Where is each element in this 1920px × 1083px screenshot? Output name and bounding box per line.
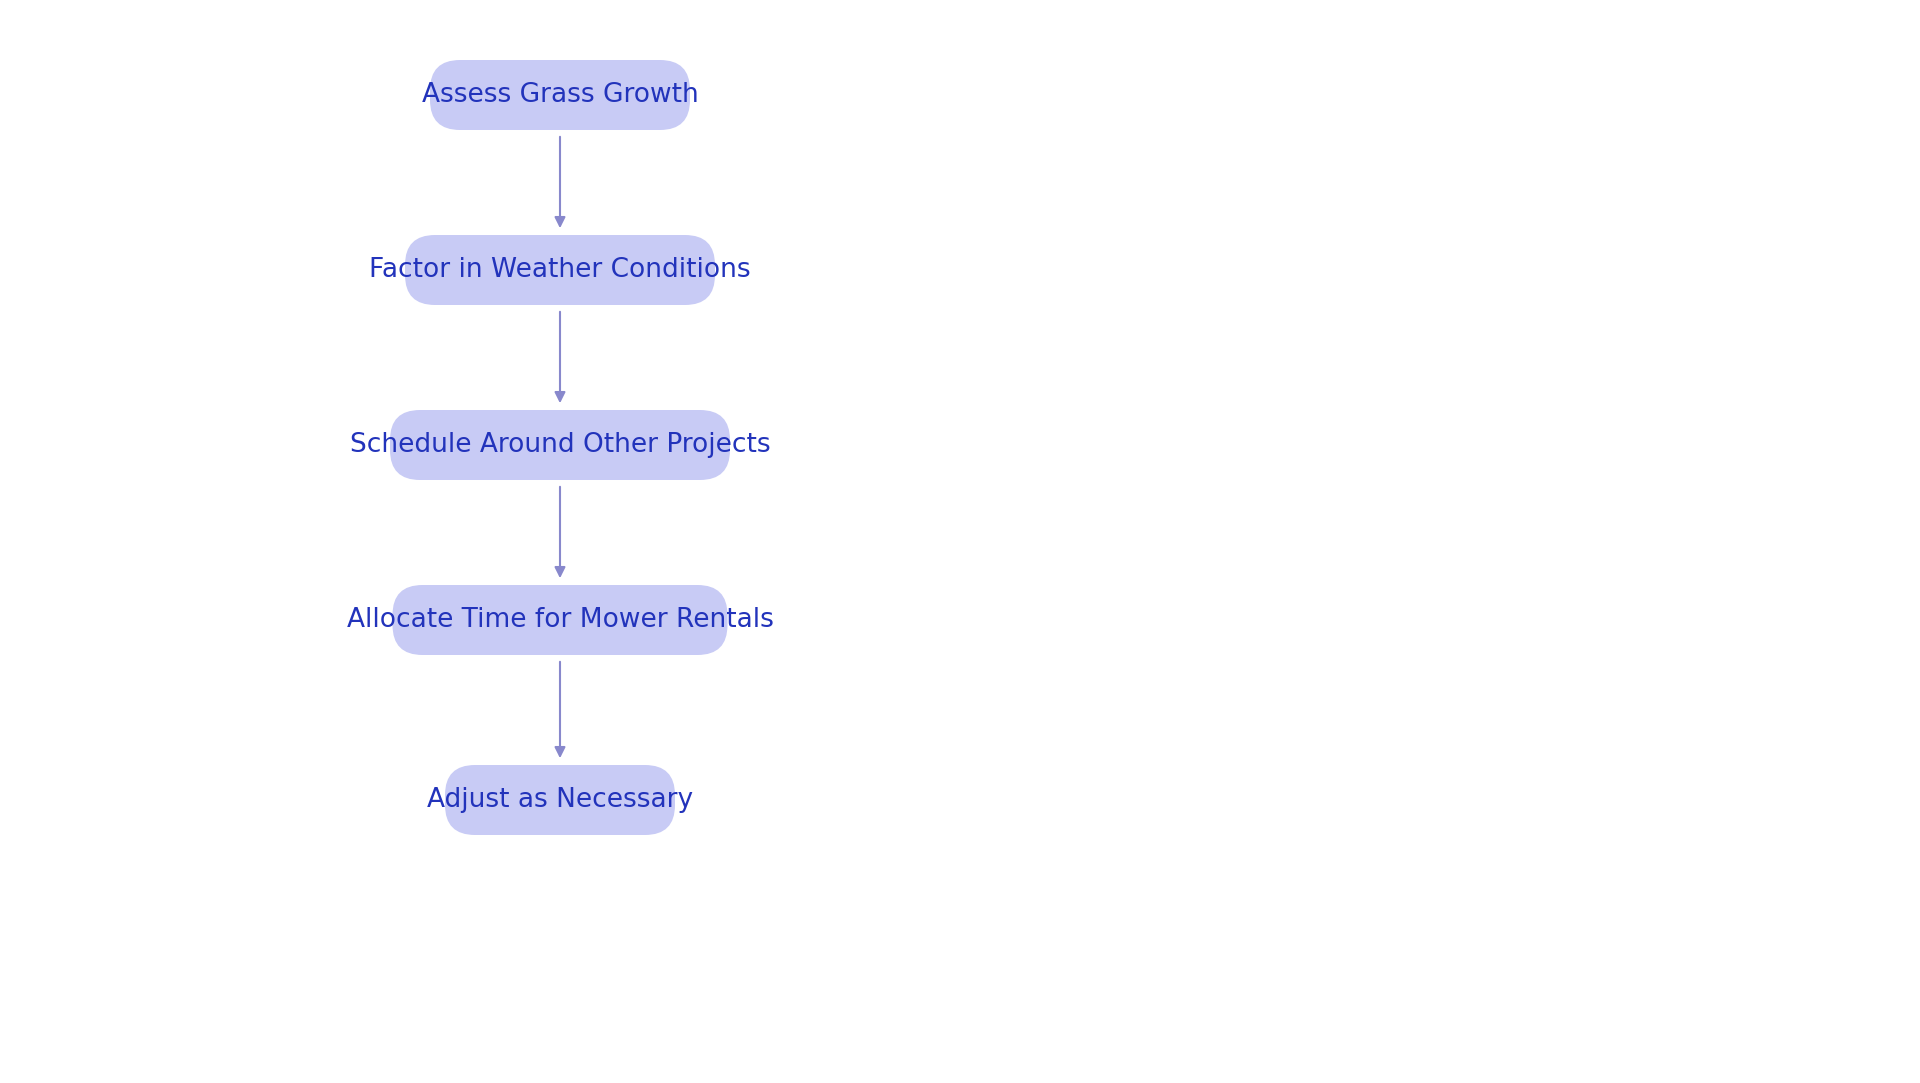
- FancyBboxPatch shape: [405, 235, 714, 305]
- FancyBboxPatch shape: [430, 60, 689, 130]
- Text: Factor in Weather Conditions: Factor in Weather Conditions: [369, 257, 751, 283]
- FancyBboxPatch shape: [392, 585, 728, 655]
- Text: Schedule Around Other Projects: Schedule Around Other Projects: [349, 432, 770, 458]
- Text: Allocate Time for Mower Rentals: Allocate Time for Mower Rentals: [348, 606, 774, 632]
- Text: Assess Grass Growth: Assess Grass Growth: [422, 82, 699, 108]
- FancyBboxPatch shape: [390, 410, 730, 480]
- Text: Adjust as Necessary: Adjust as Necessary: [426, 787, 693, 813]
- FancyBboxPatch shape: [445, 765, 676, 835]
